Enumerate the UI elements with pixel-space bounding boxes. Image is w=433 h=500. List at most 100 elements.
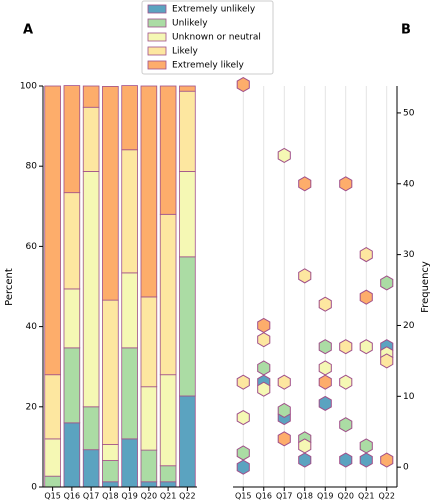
y-tick-label: 40 bbox=[26, 322, 38, 332]
hexagon-point bbox=[318, 360, 332, 376]
hexagon-point bbox=[236, 409, 250, 426]
y-tick-label: 10 bbox=[403, 392, 415, 402]
x-tick-label: Q21 bbox=[160, 492, 176, 500]
legend-label: Unlikely bbox=[172, 19, 208, 29]
hexagon-point bbox=[359, 289, 373, 305]
y-tick-label: 20 bbox=[26, 402, 38, 412]
bar-segment bbox=[82, 449, 100, 488]
y-tick-label: 40 bbox=[403, 179, 415, 189]
bar-segment bbox=[63, 347, 81, 424]
bar-segment bbox=[102, 444, 119, 461]
hexagon-point bbox=[380, 452, 394, 468]
bar-segment bbox=[121, 347, 138, 440]
hexagon-point bbox=[277, 431, 291, 447]
bar-segment bbox=[159, 465, 177, 483]
hexagon-point bbox=[236, 374, 250, 390]
x-tick-label: Q19 bbox=[317, 492, 333, 500]
bar-segment bbox=[102, 86, 119, 301]
hexagon-point bbox=[318, 296, 332, 312]
bar-segment bbox=[82, 85, 100, 108]
y-tick-label: 0 bbox=[403, 463, 409, 473]
panel-title: A bbox=[23, 23, 33, 38]
x-tick-label: Q15 bbox=[44, 492, 60, 500]
legend-swatch bbox=[147, 32, 167, 42]
bar-segment bbox=[44, 374, 61, 440]
hexagon-point bbox=[236, 459, 250, 475]
hexagon-point bbox=[236, 445, 250, 461]
hexagon-point bbox=[380, 353, 394, 369]
x-tick-label: Q17 bbox=[83, 492, 99, 500]
hexagon-point bbox=[277, 374, 291, 390]
bar-segment bbox=[102, 460, 119, 483]
bar-segment bbox=[82, 406, 100, 451]
y-tick-label: 100 bbox=[20, 82, 37, 92]
y-tick-label: 60 bbox=[26, 242, 38, 252]
hexagon-point bbox=[339, 176, 353, 192]
hexagon-point bbox=[277, 402, 291, 419]
legend-swatch bbox=[147, 18, 167, 28]
hexagon-point bbox=[257, 381, 271, 397]
bar-segment bbox=[140, 386, 158, 451]
bar-segment bbox=[44, 438, 61, 477]
hexagon-point bbox=[359, 339, 373, 355]
hexagon-point bbox=[277, 147, 291, 164]
x-tick-label: Q20 bbox=[338, 492, 354, 500]
hexagon-point bbox=[339, 374, 353, 390]
legend-label: Extremely likely bbox=[172, 61, 245, 71]
x-tick-label: Q19 bbox=[121, 492, 137, 500]
bar-segment bbox=[63, 288, 81, 349]
hexagon-point bbox=[236, 77, 250, 93]
bar-segment bbox=[44, 475, 61, 488]
bar-segment bbox=[179, 395, 196, 488]
bar-segment bbox=[121, 85, 138, 151]
y-axis-label: Percent bbox=[4, 268, 15, 306]
y-axis-label: Frequency bbox=[420, 261, 431, 313]
panel-title: B bbox=[401, 23, 411, 38]
bar-segment bbox=[159, 374, 177, 467]
hexagon-point bbox=[318, 395, 332, 411]
hexagon-point bbox=[359, 438, 373, 454]
hexagon-point bbox=[298, 176, 312, 192]
hexagon-point bbox=[298, 438, 312, 454]
bar-segment bbox=[159, 213, 177, 376]
x-tick-label: Q16 bbox=[64, 492, 80, 500]
bar-segment bbox=[159, 481, 177, 488]
bar-segment bbox=[102, 299, 119, 445]
hexagon-point bbox=[257, 317, 271, 334]
bar-segment bbox=[140, 85, 158, 298]
legend-label: Extremely unlikely bbox=[172, 5, 256, 15]
x-tick-label: Q18 bbox=[102, 492, 118, 500]
x-tick-label: Q18 bbox=[297, 492, 313, 500]
hexagon-point bbox=[257, 360, 271, 376]
y-tick-label: 80 bbox=[26, 162, 38, 172]
bar-segment bbox=[82, 171, 100, 408]
legend-swatch bbox=[147, 4, 167, 14]
legend-box bbox=[141, 0, 274, 75]
bar-segment bbox=[63, 422, 81, 488]
y-tick-label: 20 bbox=[403, 321, 415, 331]
y-tick-label: 0 bbox=[31, 483, 37, 493]
hexagon-point bbox=[339, 417, 353, 433]
bar-segment bbox=[121, 438, 138, 488]
bar-segment bbox=[63, 85, 81, 194]
hexagon-point bbox=[359, 247, 373, 263]
x-tick-label: Q17 bbox=[276, 492, 292, 500]
hexagon-point bbox=[257, 332, 271, 348]
y-tick-label: 30 bbox=[403, 250, 415, 260]
bar-segment bbox=[121, 272, 138, 349]
hexagon-point bbox=[359, 452, 373, 468]
hexagon-point bbox=[318, 374, 332, 390]
bar-segment bbox=[63, 192, 81, 290]
x-tick-label: Q20 bbox=[141, 492, 157, 500]
hexagon-point bbox=[318, 339, 332, 355]
legend-swatch bbox=[147, 60, 167, 70]
bar-segment bbox=[44, 85, 61, 376]
legend-label: Likely bbox=[172, 47, 198, 57]
x-tick-label: Q15 bbox=[235, 492, 251, 500]
bar-segment bbox=[159, 85, 177, 215]
hexagon-point bbox=[339, 452, 353, 468]
y-tick-label: 50 bbox=[403, 108, 415, 118]
legend-swatch bbox=[147, 46, 167, 56]
